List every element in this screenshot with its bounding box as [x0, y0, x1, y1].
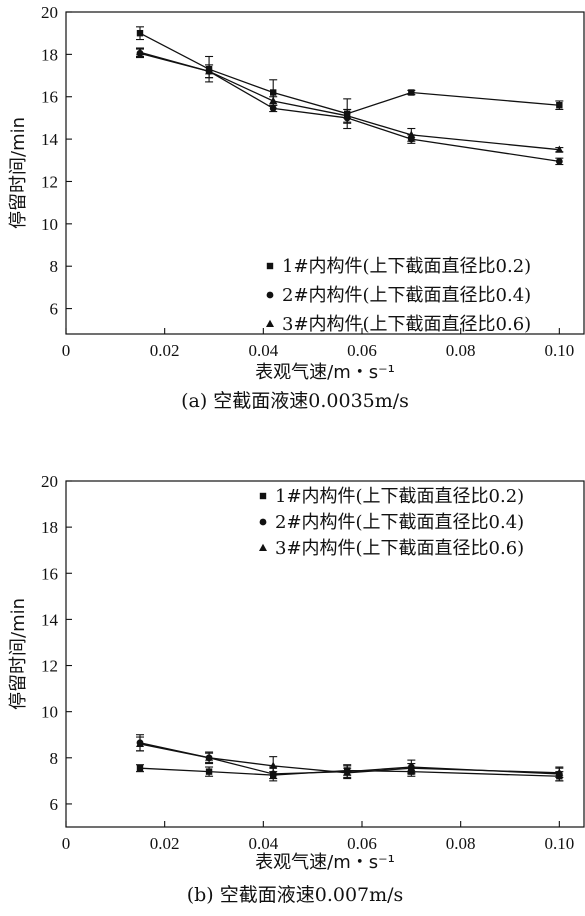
- x-tick-label: 0.10: [544, 834, 574, 853]
- legend: 1#内构件(上下截面直径比0.2) 2#内构件(上下截面直径比0.4) 3#内构件(…: [259, 486, 524, 559]
- x-tick-label: 0.02: [150, 834, 180, 853]
- data-point: [269, 104, 277, 112]
- data-point: [407, 130, 416, 138]
- legend: 1#内构件(上下截面直径比0.2) 2#内构件(上下截面直径比0.4) 3#内构件(…: [266, 256, 531, 335]
- data-point: [136, 764, 144, 772]
- y-tick-label: 10: [41, 215, 58, 234]
- data-point: [270, 89, 277, 96]
- series-1: [136, 26, 564, 130]
- series-line: [139, 32, 560, 115]
- data-point: [136, 29, 144, 37]
- legend-marker: [259, 518, 267, 526]
- x-axis-label: 表观气速/m・s⁻¹: [255, 362, 395, 383]
- legend-entry: 3#内构件(上下截面直径比0.6): [282, 314, 531, 335]
- y-tick-label: 18: [41, 45, 58, 64]
- x-tick-label: 0.04: [248, 834, 278, 853]
- legend-marker: [259, 543, 267, 551]
- y-tick-label: 8: [50, 257, 59, 276]
- x-tick-label: 0.10: [544, 341, 574, 360]
- data-point: [343, 768, 352, 776]
- data-point: [136, 48, 144, 56]
- x-tick-label: 0.08: [446, 834, 476, 853]
- x-tick-label: 0: [62, 341, 71, 360]
- data-point: [205, 753, 214, 761]
- data-point: [136, 739, 144, 747]
- y-tick-label: 14: [41, 130, 59, 149]
- data-point: [205, 67, 214, 75]
- y-tick-label: 16: [41, 88, 58, 107]
- y-tick-label: 14: [41, 610, 59, 629]
- legend-entry: 3#内构件(上下截面直径比0.6): [275, 538, 524, 559]
- panel-caption: (a) 空截面液速0.0035m/s: [181, 390, 409, 412]
- data-point: [555, 145, 564, 153]
- y-tick-label: 16: [41, 564, 58, 583]
- y-tick-label: 6: [50, 795, 59, 814]
- x-tick-label: 0.02: [150, 341, 180, 360]
- y-tick-label: 12: [41, 172, 58, 191]
- chart-panel-b: 0 0.02 0.04 0.06 0.08 0.10 6 8 10 12 14 16 18 20 表观气速/…: [8, 472, 585, 906]
- x-tick-label: 0: [62, 834, 71, 853]
- y-tick-label: 8: [50, 749, 59, 768]
- data-point: [205, 768, 213, 775]
- plot-frame: [65, 480, 585, 828]
- series-3: [136, 736, 564, 778]
- data-point: [343, 111, 352, 119]
- legend-marker: [259, 492, 267, 500]
- y-tick-label: 10: [41, 703, 58, 722]
- series-3: [136, 47, 564, 153]
- series-line: [139, 51, 560, 151]
- series-line: [139, 743, 560, 774]
- x-tick-label: 0.04: [248, 341, 278, 360]
- data-point: [556, 102, 563, 109]
- x-tick-label: 0.06: [347, 834, 377, 853]
- legend-entry: 2#内构件(上下截面直径比0.4): [275, 512, 524, 533]
- legend-entry: 1#内构件(上下截面直径比0.2): [282, 256, 531, 277]
- plot-frame: [65, 11, 585, 335]
- data-point: [269, 96, 278, 104]
- y-tick-label: 12: [41, 657, 58, 676]
- x-tick-label: 0.08: [446, 341, 476, 360]
- legend-entry: 1#内构件(上下截面直径比0.2): [275, 486, 524, 507]
- data-point: [407, 763, 416, 772]
- legend-entry: 2#内构件(上下截面直径比0.4): [282, 285, 531, 306]
- y-axis-label: 停留时间/min: [8, 598, 29, 710]
- chart-panel-a: 0 0.02 0.04 0.06 0.08 0.10 6 8 10 12 14 16 18 20 表观气速/…: [8, 3, 585, 412]
- data-point: [408, 89, 415, 96]
- series-2: [136, 48, 564, 166]
- y-axis-label: 停留时间/min: [8, 117, 29, 229]
- data-point: [555, 157, 563, 165]
- x-axis-label: 表观气速/m・s⁻¹: [255, 852, 395, 873]
- data-point: [269, 761, 278, 769]
- y-tick-label: 18: [41, 518, 58, 537]
- y-tick-label: 20: [41, 472, 58, 491]
- legend-marker: [266, 291, 274, 299]
- legend-marker: [266, 319, 274, 327]
- y-tick-label: 20: [41, 3, 58, 22]
- x-tick-label: 0.06: [347, 341, 377, 360]
- data-point: [555, 768, 564, 776]
- y-tick-label: 6: [50, 300, 59, 319]
- panel-caption: (b) 空截面液速0.007m/s: [187, 884, 404, 906]
- legend-marker: [266, 262, 274, 270]
